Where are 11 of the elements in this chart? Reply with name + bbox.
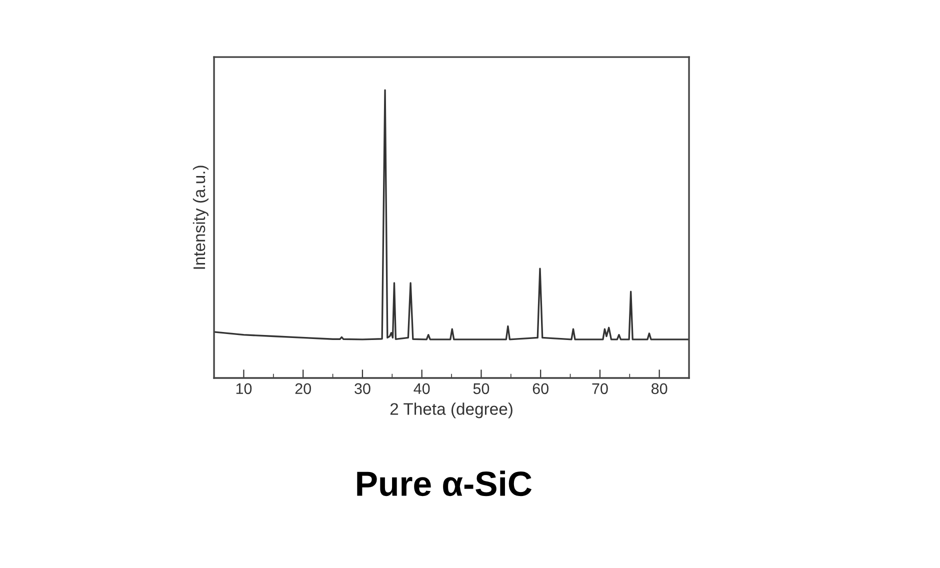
x-axis-title: 2 Theta (degree) (390, 402, 512, 418)
x-tick-label: 70 (592, 383, 608, 394)
x-tick-label: 40 (414, 383, 430, 394)
x-tick-label: 30 (354, 383, 370, 394)
x-tick-label: 20 (295, 383, 311, 394)
y-axis-title: Intensity (a.u.) (192, 166, 208, 269)
x-tick-label: 10 (236, 383, 252, 394)
text: Pure α-SiC (357, 470, 532, 496)
x-tick-label: 60 (532, 383, 548, 394)
x-tick-label: 50 (473, 383, 490, 394)
x-tick-label: 80 (652, 383, 668, 394)
